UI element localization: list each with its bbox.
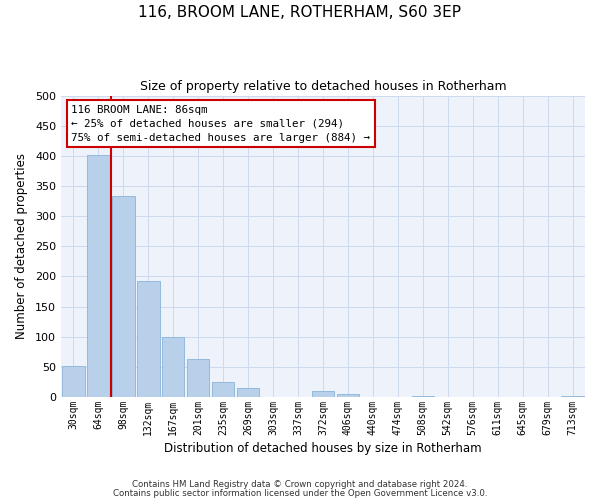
Bar [62, 366, 85, 397]
Bar [561, 396, 584, 397]
Bar [212, 382, 235, 397]
Text: Contains public sector information licensed under the Open Government Licence v3: Contains public sector information licen… [113, 490, 487, 498]
Bar [87, 155, 110, 397]
Bar [162, 338, 184, 397]
Text: 116 BROOM LANE: 86sqm
← 25% of detached houses are smaller (294)
75% of semi-det: 116 BROOM LANE: 86sqm ← 25% of detached … [71, 104, 370, 142]
Bar [137, 280, 160, 397]
Bar [337, 394, 359, 397]
Text: 116, BROOM LANE, ROTHERHAM, S60 3EP: 116, BROOM LANE, ROTHERHAM, S60 3EP [139, 5, 461, 20]
Bar [187, 359, 209, 397]
Bar [312, 391, 334, 397]
Text: Contains HM Land Registry data © Crown copyright and database right 2024.: Contains HM Land Registry data © Crown c… [132, 480, 468, 489]
Bar [112, 196, 134, 397]
Bar [237, 388, 259, 397]
Title: Size of property relative to detached houses in Rotherham: Size of property relative to detached ho… [140, 80, 506, 93]
Y-axis label: Number of detached properties: Number of detached properties [15, 154, 28, 340]
X-axis label: Distribution of detached houses by size in Rotherham: Distribution of detached houses by size … [164, 442, 482, 455]
Bar [412, 396, 434, 397]
